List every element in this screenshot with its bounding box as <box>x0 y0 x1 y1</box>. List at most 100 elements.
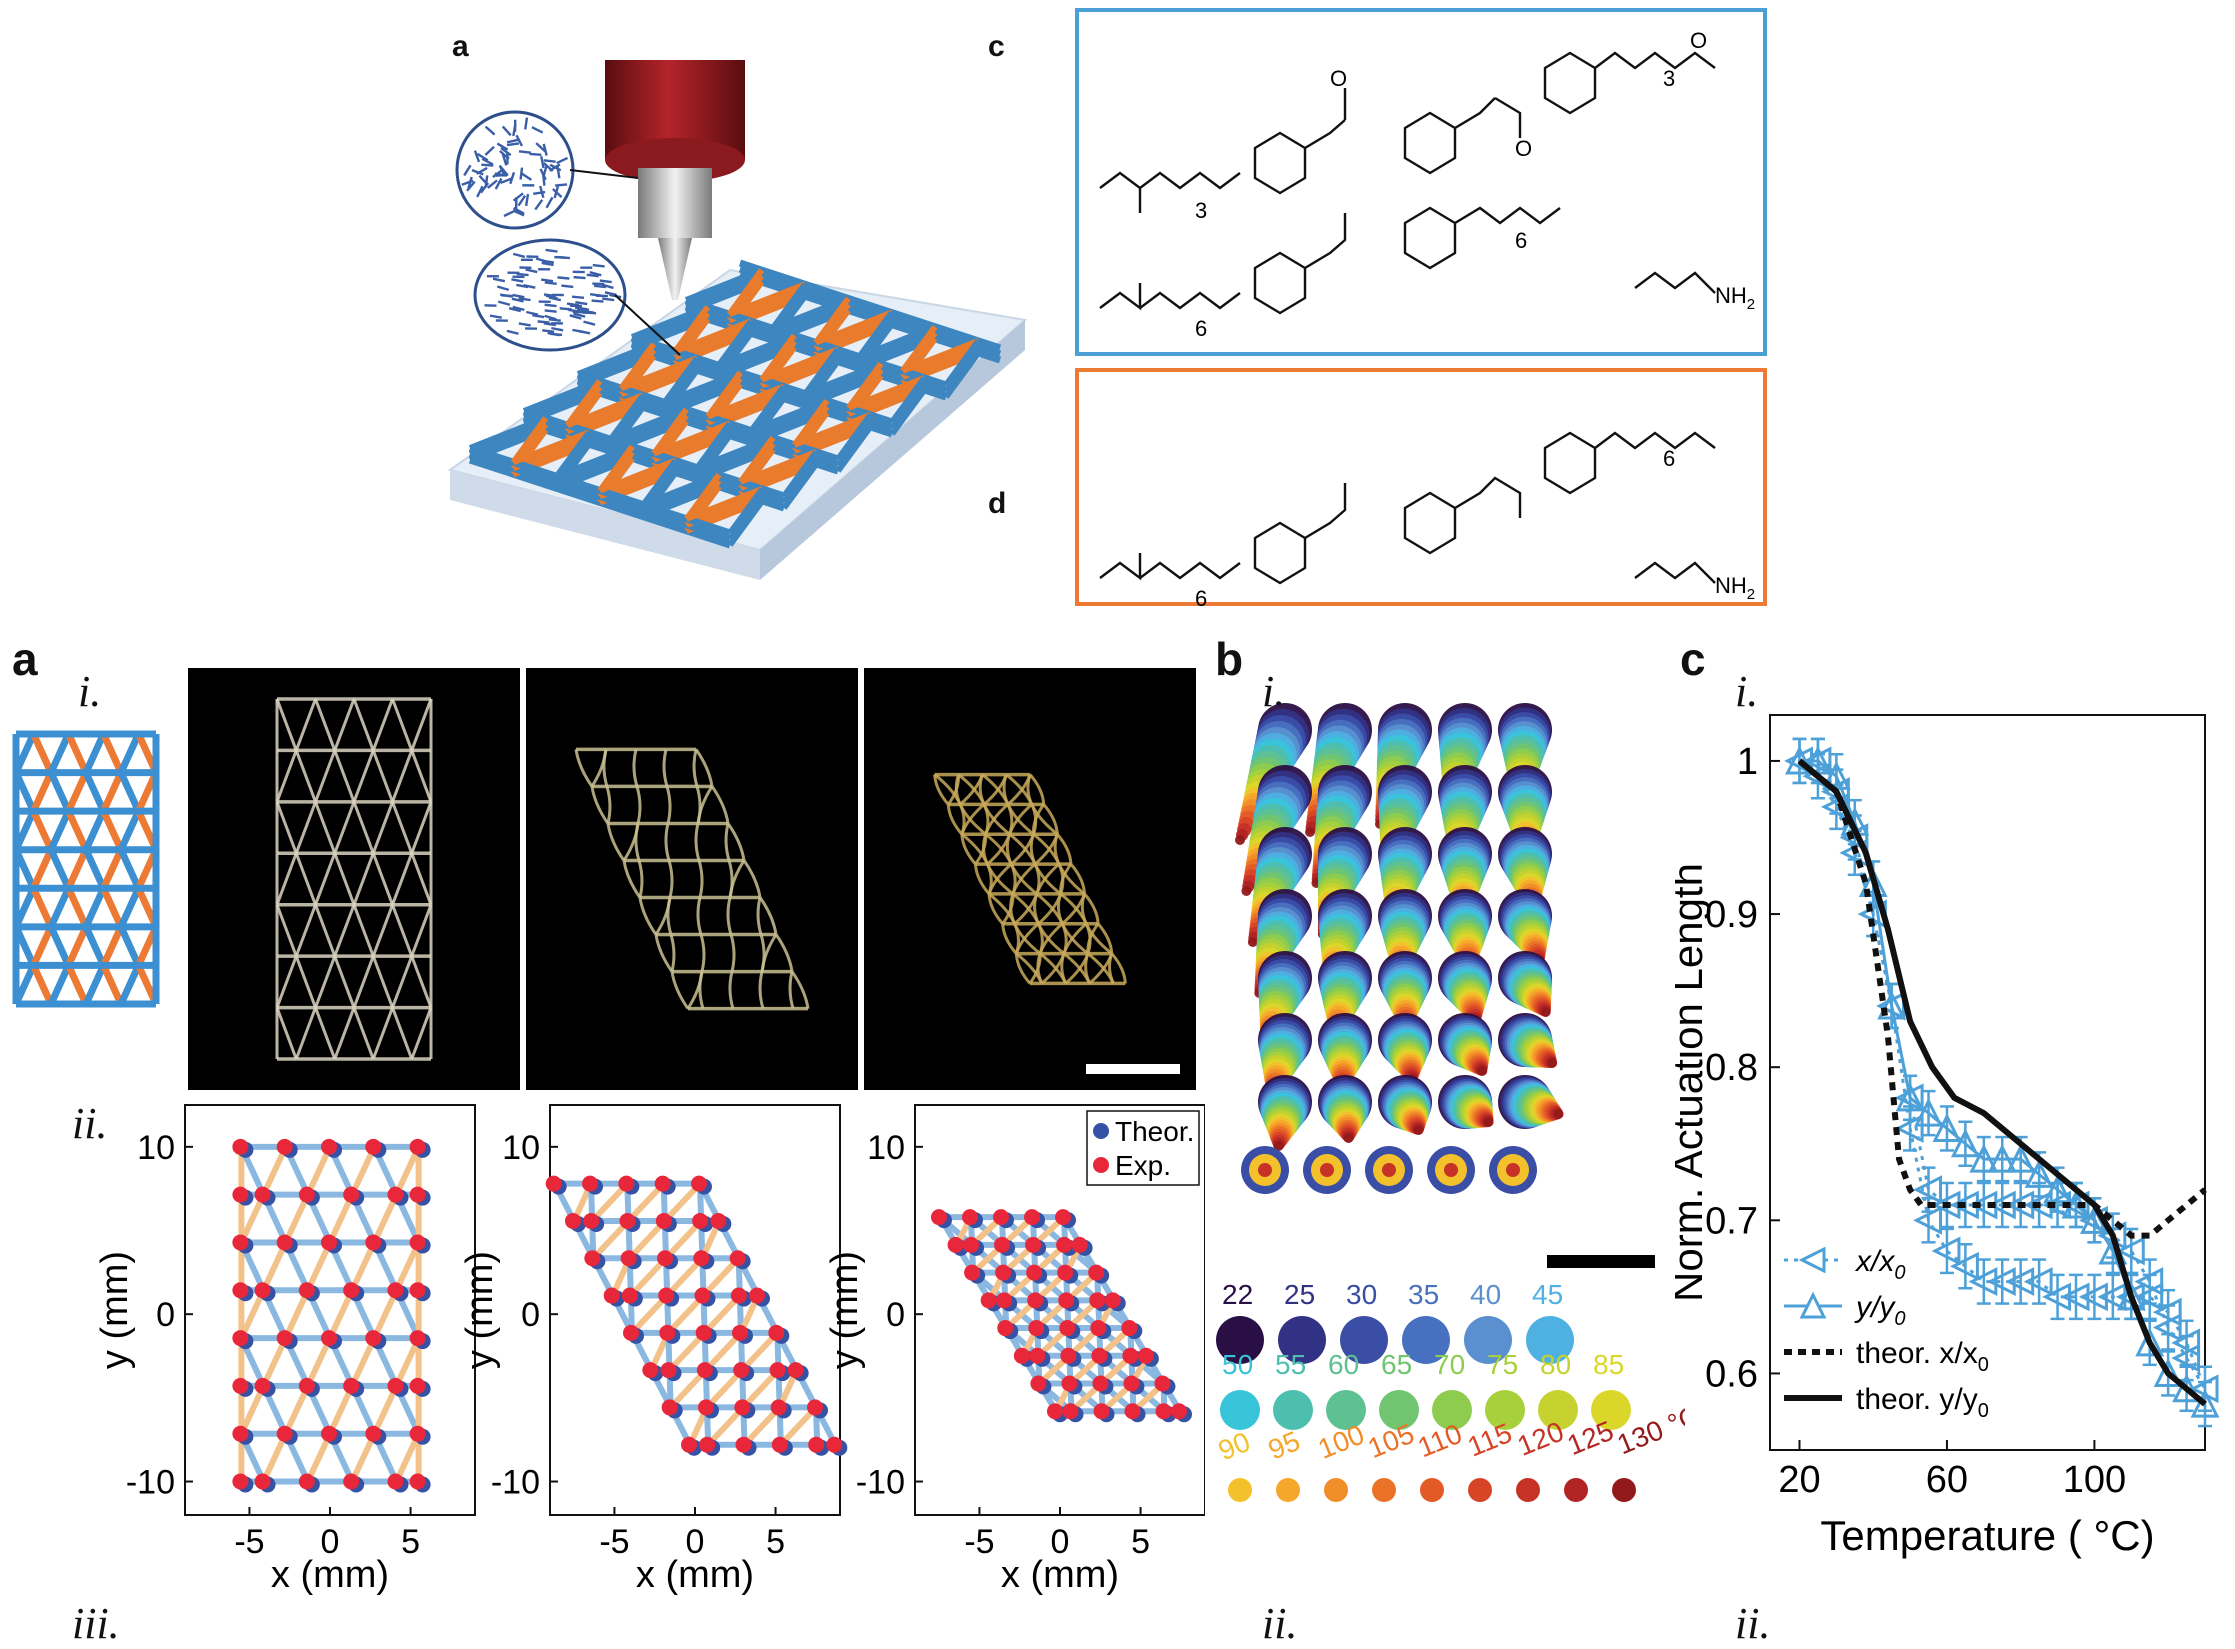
exp-node <box>997 1320 1013 1336</box>
y-axis-label: Norm. Actuation Length <box>1675 863 1711 1302</box>
base-node-core <box>1320 1163 1334 1177</box>
exp-node <box>694 1288 710 1304</box>
exp-node <box>692 1213 708 1229</box>
exp-node <box>1105 1292 1121 1308</box>
temperature-swatch <box>1228 1478 1252 1502</box>
trajectory-node <box>1414 1125 1424 1135</box>
exp-node <box>277 1139 293 1155</box>
exp-node <box>1072 1237 1088 1253</box>
temperature-swatch <box>1372 1478 1396 1502</box>
exp-node <box>277 1330 293 1346</box>
trajectory-node <box>1477 1066 1487 1076</box>
exp-node <box>343 1378 359 1394</box>
exp-node <box>387 1378 403 1394</box>
y-axis-label: y (mm) <box>459 1251 501 1369</box>
temperature-label: 85 <box>1593 1349 1624 1380</box>
exp-node <box>621 1250 637 1266</box>
trajectory-node <box>1541 1007 1551 1017</box>
exp-node <box>995 1265 1011 1281</box>
exp-node <box>681 1437 697 1453</box>
chem-subscript-6d: 6 <box>1663 446 1675 471</box>
exp-node <box>299 1474 315 1490</box>
exp-node <box>365 1139 381 1155</box>
exp-node <box>697 1362 713 1378</box>
y-tick-label: 10 <box>867 1129 905 1167</box>
x-tick-label: -5 <box>964 1523 994 1561</box>
exp-node <box>655 1176 671 1192</box>
exp-node <box>962 1209 978 1225</box>
temperature-swatch <box>1276 1478 1300 1502</box>
exp-node <box>255 1378 271 1394</box>
exp-node <box>994 1237 1010 1253</box>
exp-node <box>1056 1237 1072 1253</box>
temperature-label: 70 <box>1434 1349 1465 1380</box>
temperature-label: 75 <box>1487 1349 1518 1380</box>
nozzle <box>658 238 692 300</box>
temperature-label: 55 <box>1275 1349 1306 1380</box>
temperature-label: 60 <box>1328 1349 1359 1380</box>
scale-bar <box>1086 1064 1180 1074</box>
exp-node <box>387 1474 403 1490</box>
exp-node <box>343 1474 359 1490</box>
photo-lattice-mid <box>526 668 858 1090</box>
exp-node <box>658 1288 674 1304</box>
exp-node <box>232 1474 248 1490</box>
exp-node <box>964 1265 980 1281</box>
exp-node <box>255 1187 271 1203</box>
exp-node <box>996 1292 1012 1308</box>
exp-node <box>299 1187 315 1203</box>
temperature-swatch <box>1516 1478 1540 1502</box>
exp-node <box>734 1399 750 1415</box>
y-tick-label: 10 <box>137 1129 175 1167</box>
exp-node <box>656 1213 672 1229</box>
exp-node <box>1093 1403 1109 1419</box>
exp-node <box>769 1362 785 1378</box>
exp-node <box>232 1378 248 1394</box>
exp-node <box>1123 1376 1139 1392</box>
chem-oxygen-2: O <box>1515 136 1532 161</box>
y-axis-label: y (mm) <box>95 1251 136 1369</box>
exp-node <box>691 1176 707 1192</box>
amine-label-1: NH2 <box>1715 283 1755 313</box>
exp-node <box>1062 1403 1078 1419</box>
exp-node <box>696 1325 712 1341</box>
temperature-label: 45 <box>1532 1279 1563 1310</box>
exp-node <box>1121 1320 1137 1336</box>
lattice-design-diagram <box>8 728 168 1013</box>
temperature-label: 90 <box>1215 1426 1254 1466</box>
exp-node <box>622 1288 638 1304</box>
exp-node <box>584 1250 600 1266</box>
roman-ii-c: ii. <box>1735 1598 1770 1649</box>
exp-node <box>410 1378 426 1394</box>
scale-bar-b <box>1547 1255 1655 1268</box>
y-tick-label: 0 <box>156 1296 175 1334</box>
exp-node <box>1171 1403 1187 1419</box>
exp-node <box>710 1213 726 1229</box>
chem-subscript-6c: 6 <box>1195 586 1207 606</box>
temperature-swatch <box>1612 1478 1636 1502</box>
exp-node <box>321 1139 337 1155</box>
exp-node <box>768 1325 784 1341</box>
exp-node <box>387 1187 403 1203</box>
plot-frame <box>185 1105 475 1515</box>
exp-node <box>931 1209 947 1225</box>
y-tick-label: 0.9 <box>1705 894 1758 936</box>
exp-node <box>1060 1348 1076 1364</box>
exp-node <box>410 1282 426 1298</box>
temperature-label: 22 <box>1222 1279 1253 1310</box>
y-tick-label: 0.6 <box>1705 1353 1758 1395</box>
panel-label-a-bottom: a <box>12 632 38 686</box>
exp-node <box>410 1139 426 1155</box>
temperature-swatch <box>1220 1390 1260 1430</box>
y-tick-label: 10 <box>502 1129 540 1167</box>
legend-theor-marker <box>1093 1123 1109 1139</box>
exp-node <box>732 1325 748 1341</box>
exp-node <box>1028 1320 1044 1336</box>
trajectory-node <box>1484 1117 1494 1127</box>
exp-node <box>1091 1348 1107 1364</box>
exp-node <box>1089 1292 1105 1308</box>
exp-node <box>232 1282 248 1298</box>
panel-label-c-bottom: c <box>1680 632 1706 686</box>
x-tick-label: 60 <box>1926 1459 1968 1501</box>
photo-lattice-hot <box>864 668 1196 1090</box>
